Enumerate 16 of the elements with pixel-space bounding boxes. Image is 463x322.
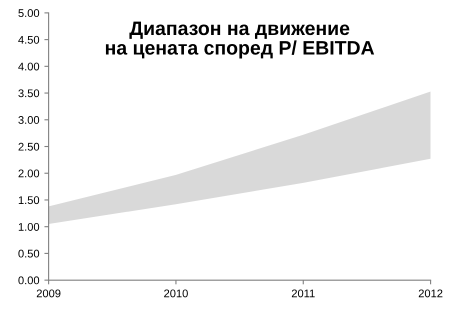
x-tick-label: 2011 xyxy=(292,289,315,298)
y-tick-label: 5.00 xyxy=(18,9,40,18)
y-tick-label: 1.50 xyxy=(18,196,40,204)
y-tick-label: 2.50 xyxy=(18,142,40,151)
y-tick-label: 0.00 xyxy=(18,276,40,284)
x-tick-label: 2010 xyxy=(164,289,188,298)
y-tick-label: 4.00 xyxy=(18,62,40,70)
x-tick-label: 2009 xyxy=(36,289,60,298)
y-tick-label: 1.00 xyxy=(18,222,40,231)
text: Диапазон на движение на цената според P/ EBITDA xyxy=(106,22,374,59)
y-tick-label: 3.50 xyxy=(18,89,40,98)
y-tick-label: 4.50 xyxy=(18,36,40,44)
y-tick-label: 3.00 xyxy=(18,116,40,124)
y-tick-label: 0.50 xyxy=(18,250,40,258)
y-tick-label: 2.00 xyxy=(18,170,40,178)
x-tick-label: 2012 xyxy=(418,289,442,298)
